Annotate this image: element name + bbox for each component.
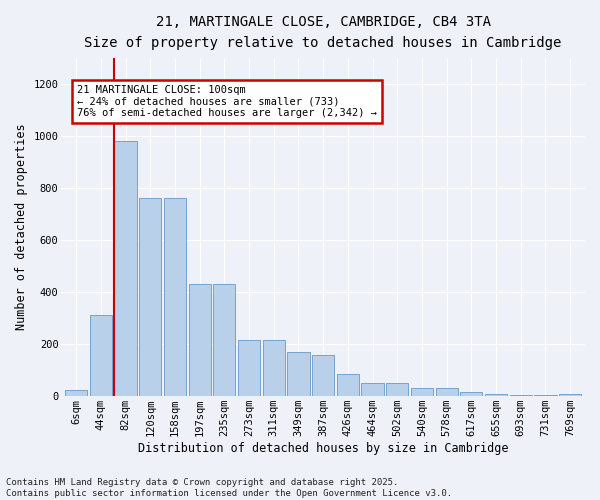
Bar [238, 340, 260, 396]
Bar [460, 392, 482, 396]
Bar [411, 388, 433, 396]
Bar [90, 316, 112, 396]
Bar [361, 383, 383, 396]
Title: 21, MARTINGALE CLOSE, CAMBRIDGE, CB4 3TA
Size of property relative to detached h: 21, MARTINGALE CLOSE, CAMBRIDGE, CB4 3TA… [85, 15, 562, 50]
Bar [188, 284, 211, 396]
Bar [312, 354, 334, 396]
Bar [509, 395, 532, 396]
Bar [436, 388, 458, 396]
Bar [263, 340, 285, 396]
Text: Contains HM Land Registry data © Crown copyright and database right 2025.
Contai: Contains HM Land Registry data © Crown c… [6, 478, 452, 498]
Bar [213, 284, 235, 396]
Bar [65, 390, 87, 396]
Text: 21 MARTINGALE CLOSE: 100sqm
← 24% of detached houses are smaller (733)
76% of se: 21 MARTINGALE CLOSE: 100sqm ← 24% of det… [77, 85, 377, 118]
Bar [485, 394, 507, 396]
X-axis label: Distribution of detached houses by size in Cambridge: Distribution of detached houses by size … [138, 442, 508, 455]
Y-axis label: Number of detached properties: Number of detached properties [15, 124, 28, 330]
Bar [287, 352, 310, 396]
Bar [386, 383, 409, 396]
Bar [164, 198, 186, 396]
Bar [535, 395, 557, 396]
Bar [559, 394, 581, 396]
Bar [337, 374, 359, 396]
Bar [115, 141, 137, 396]
Bar [139, 198, 161, 396]
